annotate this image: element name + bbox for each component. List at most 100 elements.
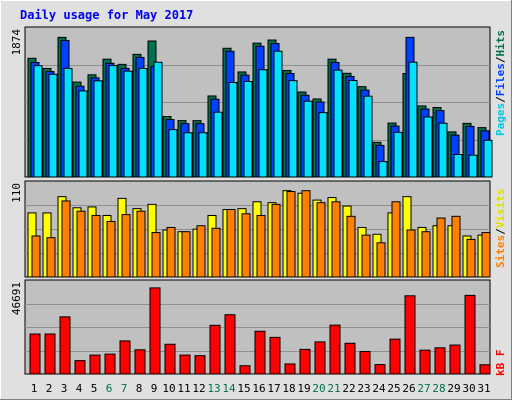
bar-kbytes-day-15 bbox=[239, 365, 251, 375]
bar-kbytes-day-9 bbox=[149, 287, 161, 375]
bar-sites-day-22 bbox=[346, 215, 356, 278]
bar-pages-day-18 bbox=[288, 80, 298, 178]
bar-kbytes-day-25 bbox=[389, 338, 401, 375]
x-label-day-10: 10 bbox=[162, 382, 175, 395]
bar-sites-day-28 bbox=[436, 217, 446, 278]
legend-hits: Hits bbox=[494, 30, 507, 57]
x-label-day-5: 5 bbox=[91, 382, 98, 395]
bar-sites-day-30 bbox=[466, 238, 476, 278]
bar-pages-day-5 bbox=[93, 80, 103, 178]
bar-sites-day-10 bbox=[166, 226, 176, 278]
bar-kbytes-day-8 bbox=[134, 349, 146, 375]
x-label-day-8: 8 bbox=[136, 382, 143, 395]
bar-pages-day-17 bbox=[273, 50, 283, 178]
bar-sites-day-27 bbox=[421, 231, 431, 278]
x-label-day-16: 16 bbox=[252, 382, 265, 395]
bar-pages-day-25 bbox=[393, 131, 403, 178]
x-label-day-11: 11 bbox=[177, 382, 190, 395]
x-label-day-22: 22 bbox=[342, 382, 355, 395]
bar-kbytes-day-26 bbox=[404, 295, 416, 375]
bar-kbytes-day-24 bbox=[374, 364, 386, 375]
bar-sites-day-5 bbox=[91, 214, 101, 278]
legend-sep-1: / bbox=[494, 96, 507, 103]
chart-title: Daily usage for May 2017 bbox=[20, 8, 193, 22]
bar-pages-day-10 bbox=[168, 129, 178, 178]
bar-kbytes-day-20 bbox=[314, 341, 326, 375]
bar-sites-day-19 bbox=[301, 190, 311, 278]
x-label-day-28: 28 bbox=[432, 382, 445, 395]
bar-pages-day-3 bbox=[63, 67, 73, 178]
x-label-day-21: 21 bbox=[327, 382, 340, 395]
bar-pages-day-26 bbox=[408, 61, 418, 178]
bar-kbytes-day-30 bbox=[464, 294, 476, 375]
bar-pages-day-4 bbox=[78, 90, 88, 178]
bar-kbytes-day-18 bbox=[284, 363, 296, 375]
bar-pages-day-2 bbox=[48, 73, 58, 178]
bar-pages-day-6 bbox=[108, 65, 118, 178]
hits-files-pages-panel: 1874 bbox=[10, 26, 493, 178]
bar-pages-day-16 bbox=[258, 69, 268, 178]
legend-files: Files bbox=[494, 63, 507, 96]
legend-visits: Visits bbox=[494, 189, 507, 229]
bar-pages-day-11 bbox=[183, 132, 193, 178]
x-label-day-7: 7 bbox=[121, 382, 128, 395]
bar-pages-day-14 bbox=[228, 82, 238, 178]
bar-kbytes-day-4 bbox=[74, 360, 86, 375]
bar-sites-day-29 bbox=[451, 215, 461, 278]
svg-text:Sites/Visits: Sites/Visits bbox=[494, 189, 507, 269]
bar-sites-day-26 bbox=[406, 229, 416, 278]
bar-pages-day-31 bbox=[483, 139, 493, 178]
bar-pages-day-1 bbox=[33, 65, 43, 178]
x-label-day-29: 29 bbox=[447, 382, 460, 395]
x-label-day-24: 24 bbox=[372, 382, 386, 395]
kbytes-panel: 46691 bbox=[10, 279, 491, 375]
bar-sites-day-1 bbox=[31, 235, 41, 278]
bar-sites-day-16 bbox=[256, 214, 266, 278]
bar-kbytes-day-12 bbox=[194, 355, 206, 375]
bar-kbytes-day-13 bbox=[209, 324, 221, 375]
x-label-day-27: 27 bbox=[417, 382, 430, 395]
bar-kbytes-day-11 bbox=[179, 354, 191, 375]
bar-kbytes-day-3 bbox=[59, 316, 71, 375]
x-label-day-15: 15 bbox=[237, 382, 250, 395]
x-label-day-14: 14 bbox=[222, 382, 236, 395]
y-axis-max-label: 110 bbox=[10, 183, 23, 203]
x-label-day-13: 13 bbox=[207, 382, 220, 395]
x-label-day-20: 20 bbox=[312, 382, 325, 395]
bar-sites-day-13 bbox=[211, 227, 221, 278]
bar-pages-day-27 bbox=[423, 116, 433, 178]
bar-pages-day-22 bbox=[348, 79, 358, 178]
bar-sites-day-6 bbox=[106, 220, 116, 278]
x-axis-labels: 1 2 3 4 5 6 7 8 9 10 11 12 13 14 15 16 17 18 19 20 21 22 23 24 2… bbox=[31, 382, 491, 395]
bar-pages-day-23 bbox=[363, 95, 373, 178]
bar-kbytes-day-23 bbox=[359, 351, 371, 375]
bar-pages-day-19 bbox=[303, 100, 313, 178]
legend-panel-2: Sites/Visits bbox=[494, 189, 507, 269]
x-label-day-2: 2 bbox=[46, 382, 53, 395]
bar-pages-day-20 bbox=[318, 112, 328, 178]
bar-sites-day-23 bbox=[361, 234, 371, 278]
legend-pages: Pages bbox=[494, 103, 507, 136]
bar-sites-day-25 bbox=[391, 201, 401, 278]
bar-sites-day-17 bbox=[271, 203, 281, 278]
bar-kbytes-day-7 bbox=[119, 340, 131, 375]
x-label-day-25: 25 bbox=[387, 382, 400, 395]
x-label-day-6: 6 bbox=[106, 382, 113, 395]
visits-sites-panel: 110 bbox=[10, 180, 491, 278]
bar-sites-day-2 bbox=[46, 237, 56, 278]
bar-sites-day-14 bbox=[226, 208, 236, 278]
x-label-day-17: 17 bbox=[267, 382, 280, 395]
x-label-day-3: 3 bbox=[61, 382, 68, 395]
bar-pages-day-29 bbox=[453, 153, 463, 178]
bar-pages-day-21 bbox=[333, 69, 343, 178]
x-label-day-31: 31 bbox=[477, 382, 490, 395]
bar-kbytes-day-5 bbox=[89, 354, 101, 375]
legend-panel-1: Pages/Files/Hits bbox=[494, 30, 507, 136]
bar-sites-day-31 bbox=[481, 232, 491, 278]
bar-sites-day-7 bbox=[121, 214, 131, 278]
bar-kbytes-day-17 bbox=[269, 336, 281, 375]
x-label-day-30: 30 bbox=[462, 382, 475, 395]
y-axis-max-label: 1874 bbox=[10, 29, 23, 56]
legend-sep-2: / bbox=[494, 56, 507, 63]
